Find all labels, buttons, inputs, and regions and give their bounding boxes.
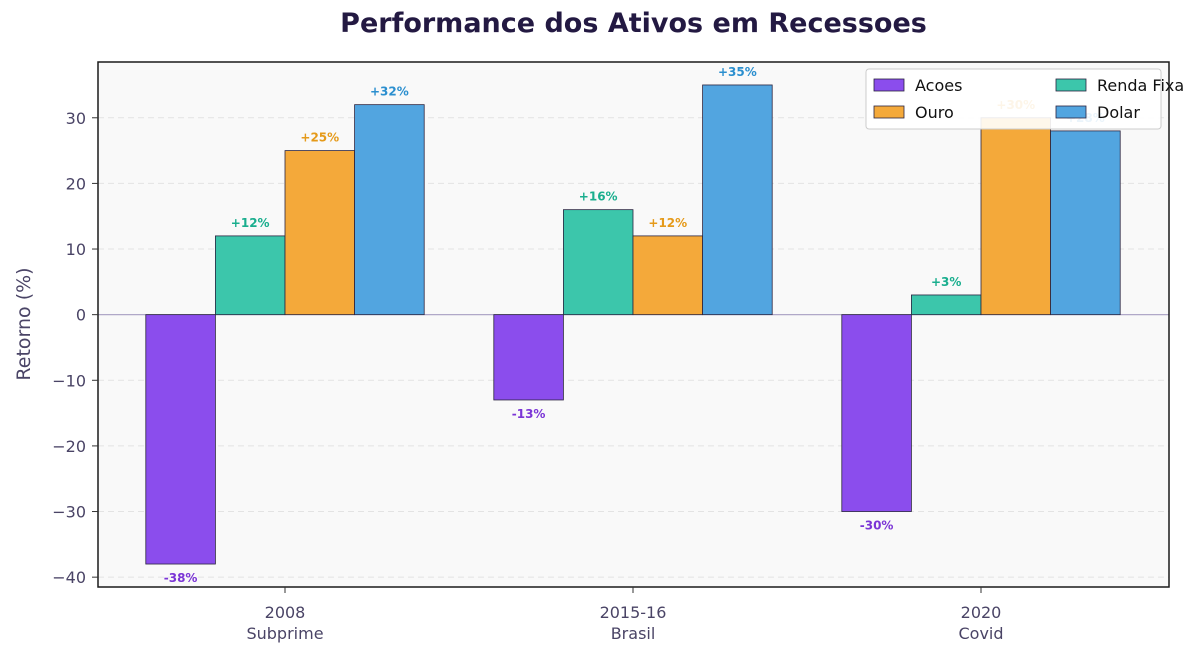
data-label: +12% xyxy=(648,216,687,230)
data-label: -13% xyxy=(512,407,546,421)
y-tick-label: 10 xyxy=(66,240,86,259)
legend-label: Renda Fixa xyxy=(1097,76,1184,95)
bar-acoes xyxy=(145,314,216,565)
bars-group xyxy=(145,84,1121,565)
data-label: +3% xyxy=(931,275,961,289)
y-tick-label: 30 xyxy=(66,109,86,128)
bar-renda-fixa xyxy=(214,235,286,316)
y-tick-label: −10 xyxy=(52,371,86,390)
x-axis: 2008 Subprime 2015-16 Brasil 2020 Covid xyxy=(246,587,1004,643)
y-tick-label: 0 xyxy=(76,306,86,325)
y-tick-label: −40 xyxy=(52,568,86,587)
legend-label: Ouro xyxy=(915,103,954,122)
data-label: -30% xyxy=(860,519,894,533)
x-tick-label: 2020 xyxy=(961,603,1002,622)
data-label: +25% xyxy=(300,131,339,145)
bar-dolar xyxy=(354,104,425,316)
y-axis-label: Retorno (%) xyxy=(13,267,35,380)
bar-dolar xyxy=(702,84,773,316)
y-axis: −40 −30 −20 −10 0 10 20 30 xyxy=(52,109,98,587)
legend-box xyxy=(865,68,1162,130)
bar-ouro xyxy=(632,235,703,316)
x-tick-sublabel: Subprime xyxy=(246,624,323,643)
legend-label: Dolar xyxy=(1097,103,1140,122)
legend: Acoes Renda Fixa Ouro Dolar xyxy=(865,68,1184,130)
data-label: -38% xyxy=(164,571,198,585)
legend-swatch xyxy=(873,78,905,92)
y-tick-label: 20 xyxy=(66,174,86,193)
x-tick-label: 2008 xyxy=(265,603,306,622)
legend-swatch xyxy=(1055,105,1087,119)
x-tick-sublabel: Brasil xyxy=(611,624,656,643)
bar-ouro xyxy=(284,150,355,316)
x-tick-sublabel: Covid xyxy=(958,624,1003,643)
legend-label: Acoes xyxy=(915,76,962,95)
bar-renda-fixa xyxy=(563,209,634,316)
bar-ouro xyxy=(980,117,1051,316)
y-tick-label: −30 xyxy=(52,503,86,522)
legend-swatch xyxy=(1055,78,1087,92)
data-label: +16% xyxy=(579,190,618,204)
bar-dolar xyxy=(1050,130,1121,316)
data-label: +35% xyxy=(718,65,757,79)
bar-acoes xyxy=(493,314,564,401)
chart-title: Performance dos Ativos em Recessoes xyxy=(340,8,927,39)
y-tick-label: −20 xyxy=(52,437,86,456)
bar-acoes xyxy=(841,314,912,512)
data-label: +32% xyxy=(370,85,409,99)
bar-renda-fixa xyxy=(911,294,982,316)
x-tick-label: 2015-16 xyxy=(600,603,667,622)
legend-swatch xyxy=(873,105,905,119)
data-label: +12% xyxy=(231,216,270,230)
